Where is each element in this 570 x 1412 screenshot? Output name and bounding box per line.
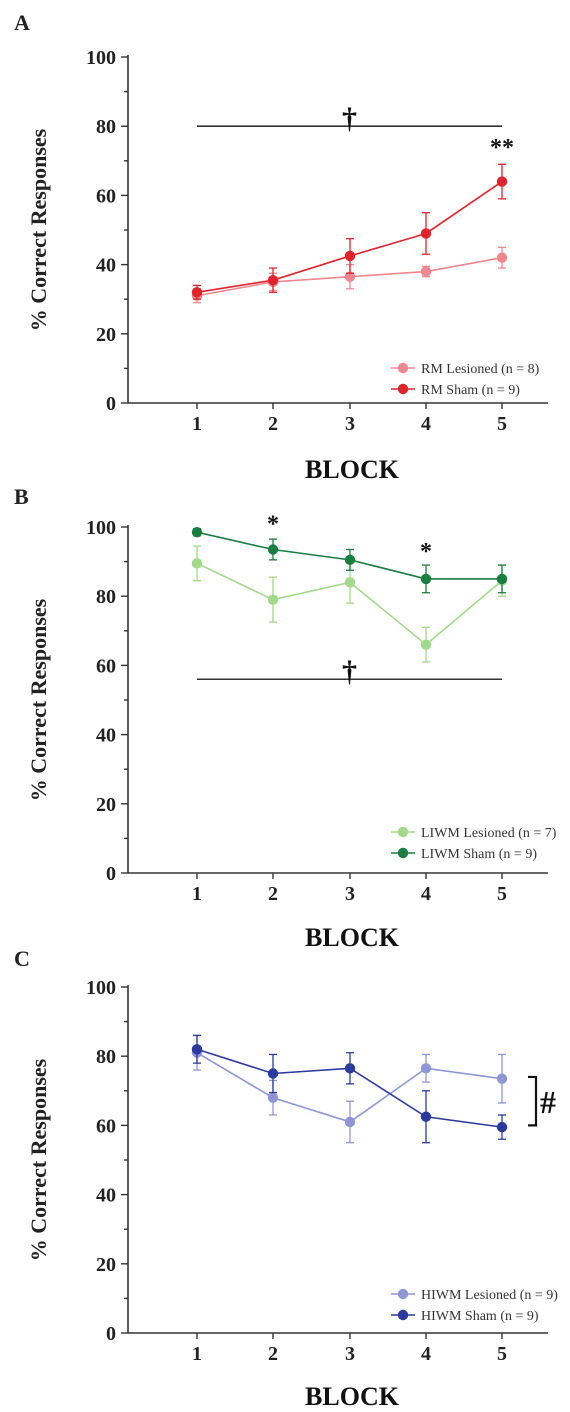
data-point — [344, 271, 356, 282]
y-tick-label: 20 — [96, 794, 116, 816]
x-axis-title: BLOCK — [305, 923, 400, 952]
hash-annotation: # — [540, 1084, 556, 1120]
y-tick-label: 20 — [96, 324, 116, 346]
legend-label: RM Sham (n = 9) — [421, 383, 520, 398]
y-tick-label: 80 — [96, 1046, 116, 1068]
y-tick-label: 80 — [96, 586, 116, 608]
panel-a: A 0 20 40 60 80 100 1 2 3 4 5 % Correct Responses BLO… — [14, 10, 548, 484]
legend-marker — [397, 383, 409, 395]
series-1 — [191, 526, 508, 594]
legend-label: HIWM Sham (n = 9) — [421, 1309, 539, 1324]
data-point — [267, 544, 279, 555]
y-axis-title: % Correct Responses — [26, 128, 51, 331]
asterisk-annotation: * — [420, 539, 432, 565]
x-tick-label: 5 — [497, 1343, 507, 1365]
y-tick-label: 20 — [96, 1254, 116, 1276]
panel-label: A — [14, 10, 30, 35]
x-tick-label: 3 — [345, 883, 355, 905]
y-tick-label: 100 — [86, 47, 116, 69]
y-tick-label: 60 — [96, 185, 116, 207]
data-point — [191, 526, 203, 538]
y-axis-title: % Correct Responses — [26, 598, 51, 801]
data-point — [496, 1121, 508, 1133]
data-point — [344, 554, 356, 566]
legend-label: RM Lesioned (n = 8) — [421, 362, 540, 377]
data-point — [267, 594, 279, 605]
y-axis-title: % Correct Responses — [26, 1058, 51, 1261]
x-tick-label: 3 — [345, 1343, 355, 1365]
asterisk-annotation: ** — [490, 135, 514, 161]
panel-label: C — [14, 946, 30, 971]
data-point — [496, 573, 508, 585]
series-1 — [191, 163, 508, 300]
legend-label: LIWM Sham (n = 9) — [421, 847, 537, 862]
data-point — [496, 176, 508, 187]
x-axis-title: BLOCK — [305, 1382, 400, 1411]
data-point — [191, 1044, 203, 1055]
x-tick-label: 4 — [421, 883, 431, 905]
data-point — [496, 252, 508, 263]
y-tick-label: 100 — [86, 977, 116, 999]
series-1 — [191, 1034, 508, 1144]
data-point — [267, 1068, 279, 1079]
x-tick-label: 2 — [268, 413, 278, 435]
legend-marker — [397, 1288, 409, 1300]
data-point — [420, 1063, 432, 1074]
y-tick-label: 40 — [96, 255, 116, 277]
data-point — [420, 1111, 432, 1122]
legend-label: HIWM Lesioned (n = 9) — [421, 1288, 558, 1303]
dagger-annotation: † — [342, 102, 357, 135]
x-tick-label: 2 — [268, 1343, 278, 1365]
group-bracket — [528, 1075, 538, 1127]
x-axis-title: BLOCK — [305, 455, 400, 484]
panel-c: C 0 20 40 60 80 100 1 2 3 4 5 % Correct Responses BLO… — [14, 946, 558, 1411]
data-point — [344, 577, 356, 588]
data-point — [344, 250, 356, 262]
x-tick-label: 1 — [192, 413, 202, 435]
legend-label: LIWM Lesioned (n = 7) — [421, 826, 557, 841]
data-point — [344, 1063, 356, 1074]
legend-marker — [397, 826, 409, 838]
data-point — [267, 1092, 279, 1103]
data-point — [191, 287, 203, 298]
data-point — [420, 573, 432, 585]
x-tick-label: 5 — [497, 883, 507, 905]
y-tick-label: 0 — [106, 393, 116, 415]
data-point — [267, 274, 279, 286]
panel-label: B — [14, 484, 29, 509]
asterisk-annotation: * — [267, 512, 279, 538]
x-tick-label: 3 — [345, 413, 355, 435]
x-tick-label: 1 — [192, 883, 202, 905]
series-0 — [191, 1034, 508, 1144]
x-tick-label: 4 — [421, 1343, 431, 1365]
y-tick-label: 0 — [106, 1323, 116, 1345]
y-tick-label: 0 — [106, 863, 116, 885]
data-point — [420, 266, 432, 277]
data-point — [496, 1073, 508, 1084]
dagger-annotation: † — [342, 655, 357, 688]
y-tick-label: 100 — [86, 517, 116, 539]
y-tick-label: 40 — [96, 1185, 116, 1207]
legend-marker — [397, 1309, 409, 1321]
panel-b: B 0 20 40 60 80 100 1 2 3 4 5 % Correct Responses BLO… — [14, 484, 557, 952]
data-point — [420, 639, 432, 650]
y-tick-label: 80 — [96, 116, 116, 138]
x-tick-label: 4 — [421, 413, 431, 435]
legend-marker — [397, 362, 409, 374]
x-tick-label: 2 — [268, 883, 278, 905]
y-tick-label: 60 — [96, 655, 116, 677]
legend-marker — [397, 847, 409, 859]
data-point — [191, 558, 203, 569]
x-tick-label: 1 — [192, 1343, 202, 1365]
x-tick-label: 5 — [497, 413, 507, 435]
data-point — [420, 228, 432, 239]
data-point — [344, 1116, 356, 1128]
y-tick-label: 60 — [96, 1115, 116, 1137]
y-tick-label: 40 — [96, 725, 116, 747]
